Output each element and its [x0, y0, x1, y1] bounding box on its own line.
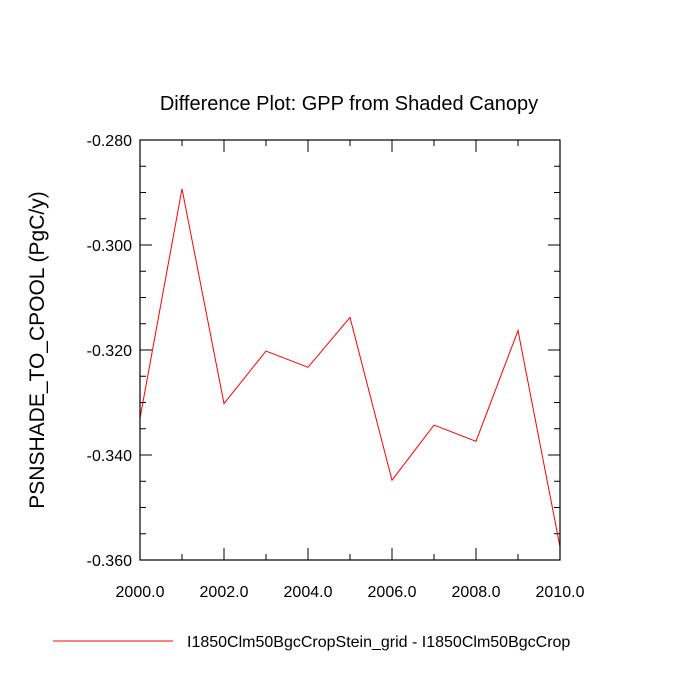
y-tick-label: -0.340	[87, 448, 132, 465]
series-lines	[139, 188, 561, 547]
chart-title: Difference Plot: GPP from Shaded Canopy	[160, 93, 538, 115]
y-tick-label: -0.280	[87, 133, 132, 150]
x-tick-label: 2000.0	[116, 584, 165, 601]
axis-ticks	[139, 139, 561, 561]
y-axis-label: PSNSHADE_TO_CPOOL (PgC/y)	[26, 191, 49, 508]
x-tick-label: 2006.0	[368, 584, 417, 601]
series-line	[139, 188, 561, 547]
x-tick-label: 2008.0	[452, 584, 501, 601]
tick-labels: 2000.0 2002.0 2004.0 2006.0 2008.0 2010.0 -0.2…	[87, 133, 585, 601]
legend-label: I1850Clm50BgcCropStein_grid - I1850Clm50…	[187, 634, 570, 651]
plot-frame	[139, 139, 561, 561]
y-tick-label: -0.320	[87, 343, 132, 360]
x-tick-label: 2010.0	[536, 584, 585, 601]
x-tick-label: 2002.0	[200, 584, 249, 601]
y-tick-label: -0.300	[87, 238, 132, 255]
y-tick-label: -0.360	[87, 553, 132, 570]
x-tick-label: 2004.0	[284, 584, 333, 601]
